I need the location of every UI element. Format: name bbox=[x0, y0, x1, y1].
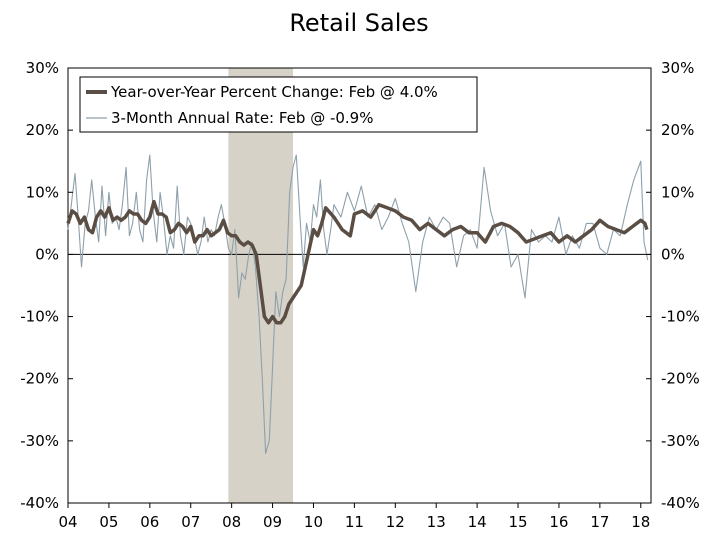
y-axis-left: 30% 20% 10% 0% -10% -20% -30% -40% bbox=[20, 59, 73, 512]
x-tick-label: 11 bbox=[345, 513, 364, 531]
x-tick-label: 06 bbox=[140, 513, 159, 531]
x-tick-label: 04 bbox=[58, 513, 77, 531]
x-tick-label: 14 bbox=[468, 513, 487, 531]
y-tick-label-right: 30% bbox=[661, 59, 694, 77]
y-tick-label-left: 0% bbox=[35, 245, 59, 263]
y-tick-label-right: -20% bbox=[661, 370, 700, 388]
series-line-yoy bbox=[66, 199, 649, 325]
y-tick-label-left: -20% bbox=[20, 370, 59, 388]
y-tick-label-right: 20% bbox=[661, 121, 694, 139]
y-tick-label-left: 10% bbox=[26, 183, 59, 201]
legend-box bbox=[79, 76, 478, 133]
x-tick-label: 16 bbox=[549, 513, 568, 531]
x-tick-label: 05 bbox=[99, 513, 118, 531]
legend-label-yoy: Year-over-Year Percent Change: Feb @ 4.0… bbox=[110, 83, 438, 101]
y-tick-label-right: -30% bbox=[661, 432, 700, 450]
x-tick-label: 17 bbox=[590, 513, 609, 531]
x-tick-label: 13 bbox=[427, 513, 446, 531]
chart-title: Retail Sales bbox=[289, 9, 428, 37]
series-line-3month bbox=[67, 154, 649, 454]
y-tick-label-left: 20% bbox=[26, 121, 59, 139]
x-tick-label: 08 bbox=[222, 513, 241, 531]
y-tick-label-right: 10% bbox=[661, 183, 694, 201]
axis-layer bbox=[67, 67, 652, 504]
x-tick-label: 15 bbox=[508, 513, 527, 531]
x-axis: 04 05 06 07 08 09 10 11 12 13 14 15 16 17 18 bbox=[58, 503, 650, 531]
x-tick-label: 12 bbox=[386, 513, 405, 531]
y-tick-label-left: -10% bbox=[20, 308, 59, 326]
x-tick-label: 10 bbox=[304, 513, 323, 531]
y-tick-label-left: -40% bbox=[20, 494, 59, 512]
y-tick-label-right: -10% bbox=[661, 308, 700, 326]
legend-label-3month: 3-Month Annual Rate: Feb @ -0.9% bbox=[111, 109, 373, 127]
y-tick-label-left: 30% bbox=[26, 59, 59, 77]
y-axis-right: 30% 20% 10% 0% -10% -20% -30% -40% bbox=[646, 59, 700, 512]
x-tick-label: 09 bbox=[263, 513, 282, 531]
y-tick-label-right: -40% bbox=[661, 494, 700, 512]
legend: Year-over-Year Percent Change: Feb @ 4.0… bbox=[79, 76, 478, 133]
x-tick-label: 18 bbox=[631, 513, 650, 531]
series-layer bbox=[66, 154, 649, 454]
plot-frame bbox=[67, 67, 652, 504]
y-tick-label-right: 0% bbox=[661, 245, 685, 263]
x-tick-label: 07 bbox=[181, 513, 200, 531]
y-tick-label-left: -30% bbox=[20, 432, 59, 450]
